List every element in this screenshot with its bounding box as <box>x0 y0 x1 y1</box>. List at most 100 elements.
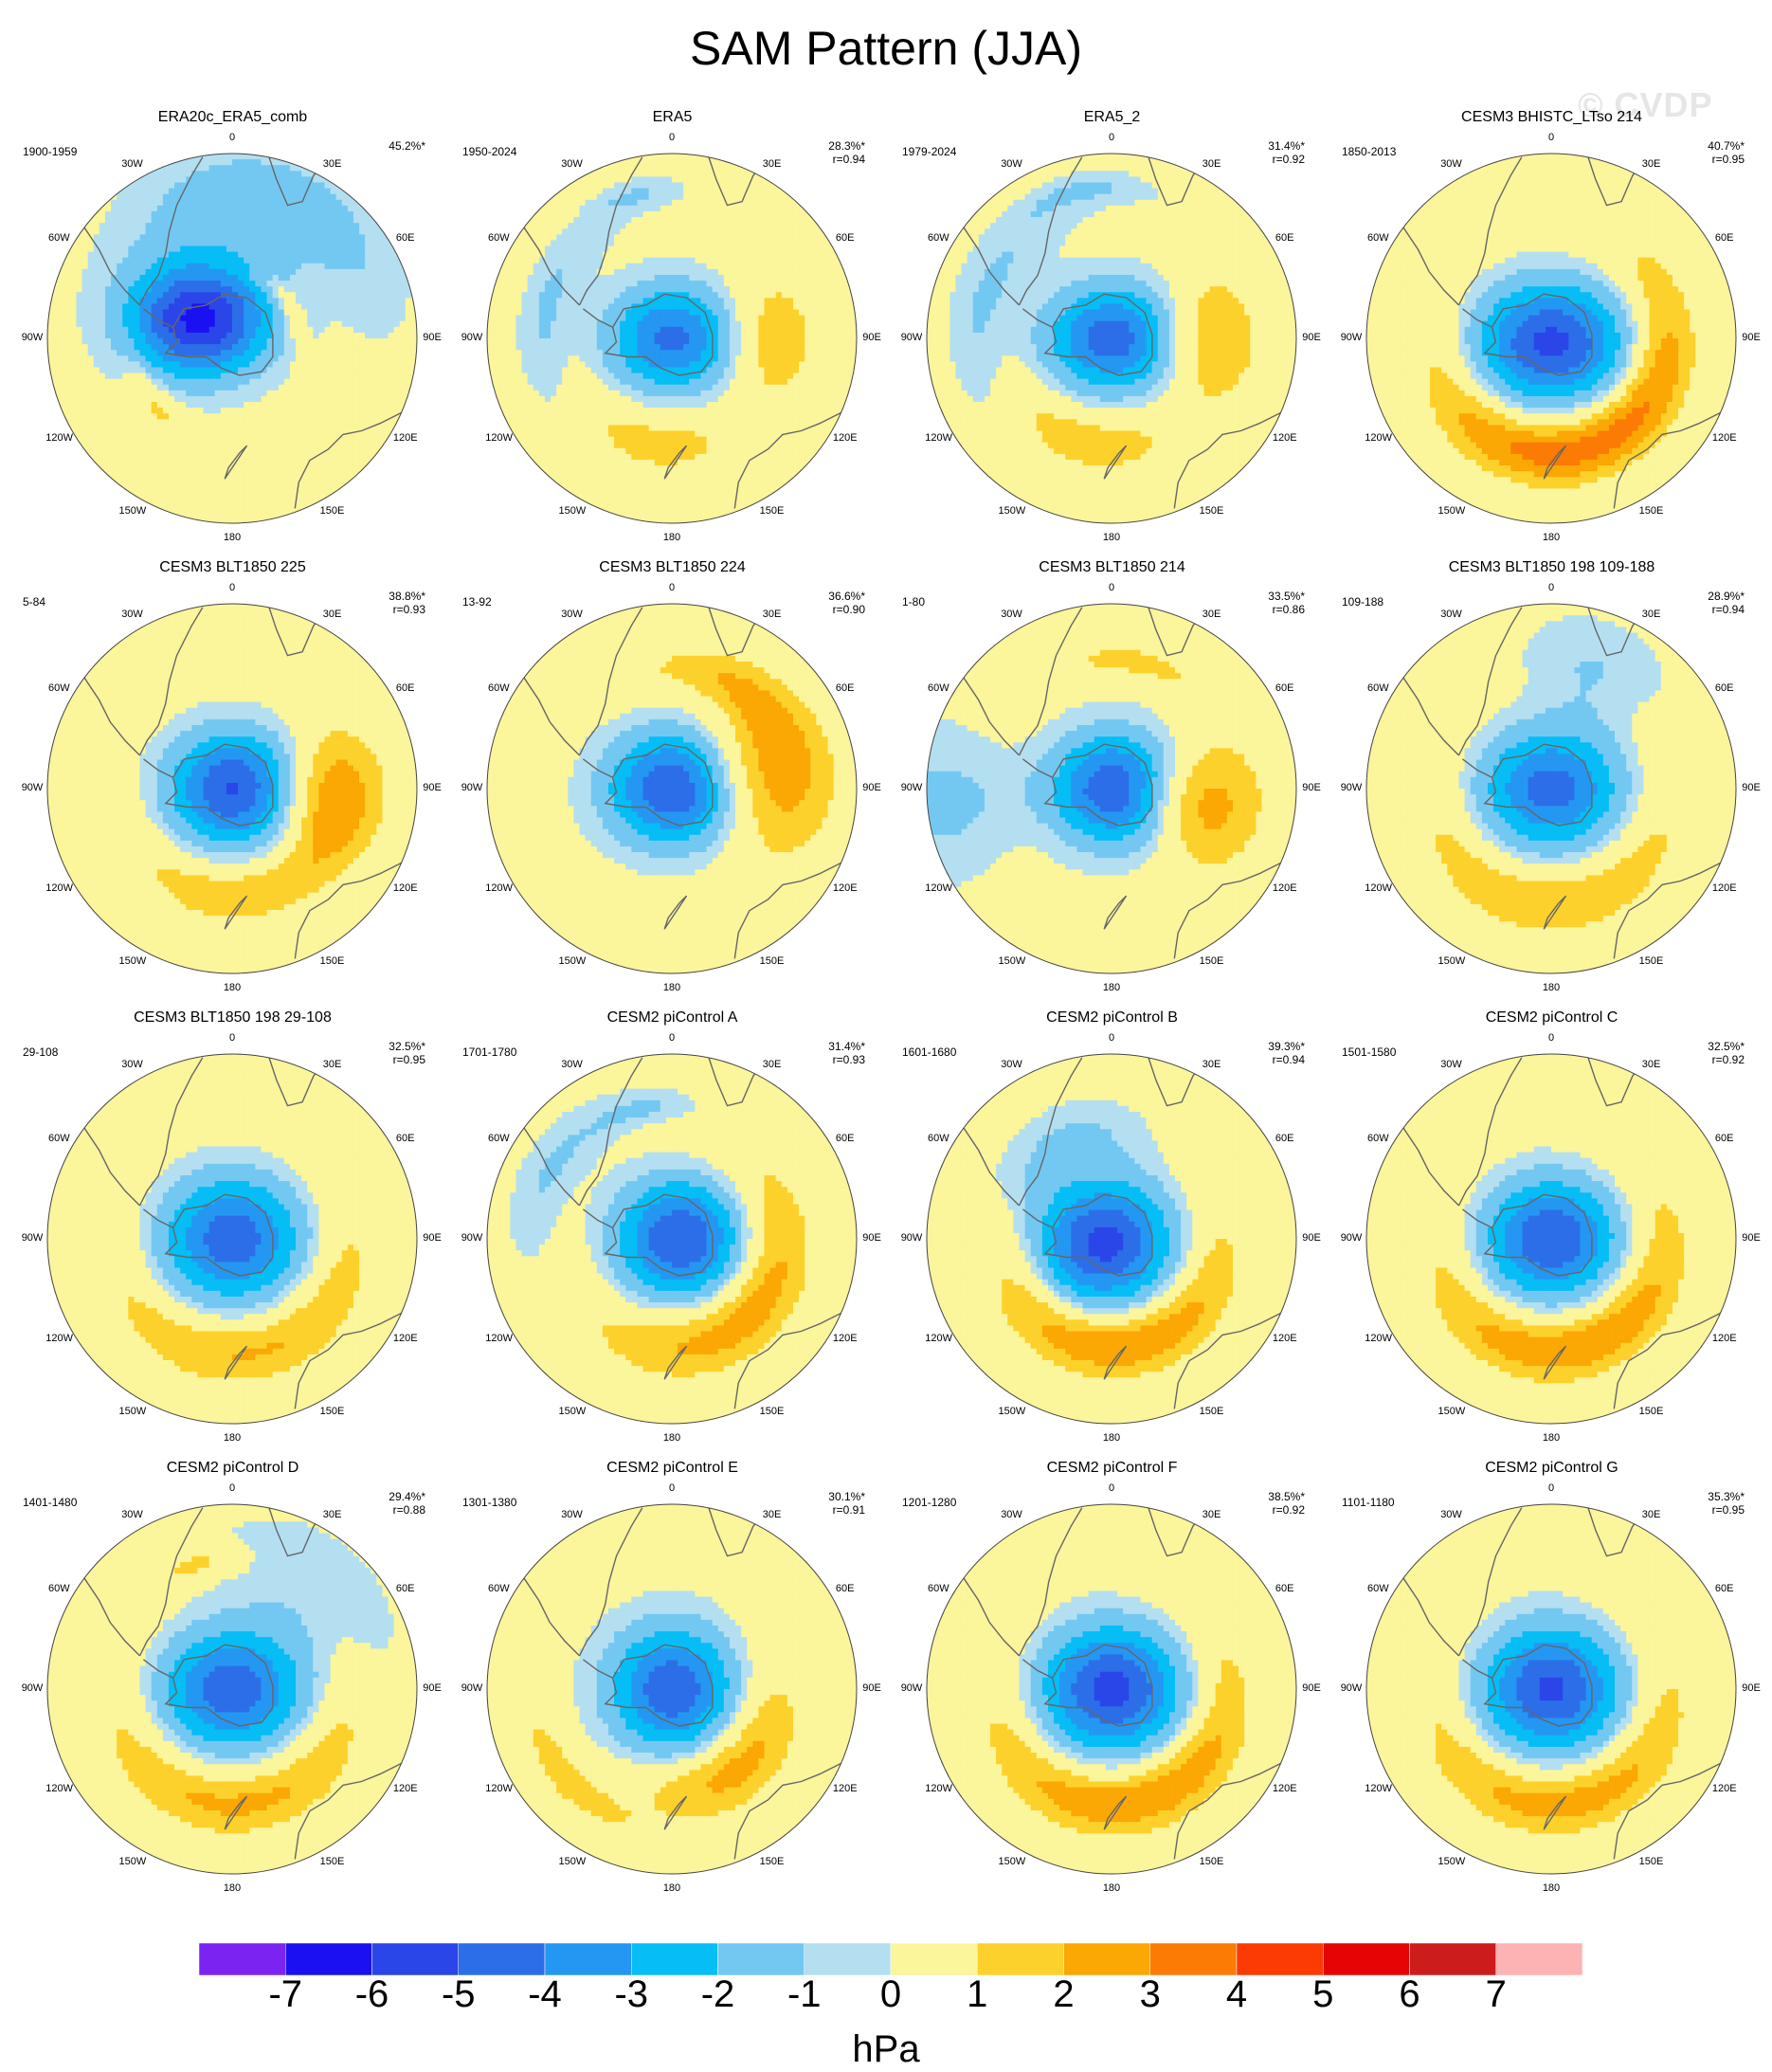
contour-field <box>47 1504 417 1874</box>
longitude-label: 120E <box>392 1333 419 1344</box>
map-panel: CESM3 BLT1850 214 1-80 33.5%* r=0.86 0 30E 60E… <box>891 559 1333 1009</box>
longitude-label: 90E <box>859 1682 885 1694</box>
polar-map <box>46 153 418 524</box>
longitude-label: 30E <box>1199 1059 1225 1070</box>
longitude-label: 60W <box>1365 1133 1391 1144</box>
colorbar-swatch <box>199 1943 286 1975</box>
colorbar-tick-label: -5 <box>421 1973 497 2016</box>
longitude-label: 120W <box>1365 882 1392 894</box>
colorbar-tick-label: -7 <box>247 1973 323 2016</box>
coastline-samerica2 <box>1018 607 1083 756</box>
panel-stats: 28.3%* r=0.94 <box>828 139 865 166</box>
map-panel: ERA5_2 1979-2024 31.4%* r=0.92 0 30E 60E 90E 120… <box>891 109 1333 559</box>
coastline-antarctica <box>1483 743 1593 827</box>
coastline-newzealand <box>1103 445 1128 480</box>
panel-period: 109-188 <box>1342 595 1383 609</box>
polar-map <box>486 153 858 524</box>
coastline-australia <box>294 1312 403 1409</box>
colorbar-tick-label: 2 <box>1026 1973 1102 2016</box>
longitude-label: 60W <box>485 1583 512 1594</box>
coastline-samerica2 <box>1457 607 1523 756</box>
polar-map <box>486 1053 858 1425</box>
longitude-label: 150W <box>119 955 147 967</box>
contour-field <box>1366 1504 1736 1874</box>
longitude-label: 150W <box>559 1856 587 1867</box>
longitude-label: 120E <box>832 1333 859 1344</box>
longitude-label: 30W <box>999 158 1025 170</box>
contour-field <box>487 1504 857 1874</box>
panel-stats: 35.3%* r=0.95 <box>1708 1490 1745 1517</box>
panel-title: CESM2 piControl G <box>1330 1460 1772 1477</box>
longitude-label: 90E <box>1738 1682 1764 1694</box>
map-panel: CESM2 piControl B 1601-1680 39.3%* r=0.94 0 3… <box>891 1009 1333 1460</box>
longitude-label: 150E <box>1638 1406 1665 1417</box>
panel-title: CESM3 BLT1850 214 <box>891 559 1333 576</box>
variance-explained: 29.4%* <box>389 1490 425 1503</box>
coastline-peninsula <box>582 308 613 328</box>
longitude-label: 90W <box>459 782 485 793</box>
longitude-label: 180 <box>1098 1432 1125 1444</box>
map-boundary <box>46 153 418 524</box>
panel-stats: 31.4%* r=0.92 <box>1268 139 1305 166</box>
variance-explained: 38.5%* <box>1268 1490 1305 1503</box>
colorbar-swatch <box>1409 1943 1496 1975</box>
pattern-correlation: r=0.93 <box>389 603 425 616</box>
longitude-label: 150E <box>319 505 346 517</box>
variance-explained: 28.9%* <box>1708 590 1745 603</box>
longitude-label: 60W <box>485 1133 512 1144</box>
longitude-label: 120W <box>925 882 952 894</box>
coastline-peninsula <box>1461 308 1492 328</box>
longitude-label: 180 <box>1538 532 1564 543</box>
panel-stats: 39.3%* r=0.94 <box>1268 1040 1305 1066</box>
longitude-label: 150E <box>759 1856 786 1867</box>
coastline-antarctica <box>164 293 274 376</box>
longitude-label: 90W <box>1338 782 1365 793</box>
variance-explained: 30.1%* <box>828 1490 865 1503</box>
polar-map <box>486 1503 858 1875</box>
map-boundary <box>486 1053 858 1425</box>
colorbar-swatch <box>804 1943 892 1975</box>
longitude-label: 30W <box>119 1509 146 1520</box>
coastline-australia <box>733 862 842 959</box>
longitude-label: 90W <box>459 1682 485 1694</box>
longitude-label: 60E <box>832 1133 859 1144</box>
longitude-label: 120E <box>392 1783 419 1794</box>
coastline-samerica2 <box>138 1507 204 1657</box>
panel-title: ERA5_2 <box>891 109 1333 126</box>
panel-period: 1401-1480 <box>23 1496 77 1509</box>
contour-field <box>487 1054 857 1424</box>
longitude-label: 120W <box>485 432 513 444</box>
longitude-label: 150W <box>999 1856 1026 1867</box>
longitude-label: 180 <box>1098 1882 1125 1894</box>
longitude-label: 120W <box>925 1333 952 1344</box>
longitude-label: 120E <box>1711 432 1738 444</box>
longitude-label: 30W <box>1438 609 1465 620</box>
pattern-correlation: r=0.95 <box>1708 1503 1745 1517</box>
panel-period: 1850-2013 <box>1342 145 1396 158</box>
longitude-label: 180 <box>1538 1882 1564 1894</box>
variance-explained: 40.7%* <box>1708 139 1745 153</box>
longitude-label: 180 <box>1538 982 1564 993</box>
coastlines <box>72 1507 403 1860</box>
panel-title: CESM2 piControl D <box>11 1460 454 1477</box>
longitude-label: 120E <box>832 1783 859 1794</box>
longitude-label: 0 <box>659 582 685 593</box>
coastline-peninsula <box>1461 758 1492 778</box>
longitude-label: 150W <box>999 505 1026 517</box>
panel-stats: 40.7%* r=0.95 <box>1708 139 1745 166</box>
map-boundary <box>46 1503 418 1875</box>
map-panel: ERA20c_ERA5_comb 1900-1959 45.2%* 0 30E 60E 90… <box>11 109 454 559</box>
variance-explained: 28.3%* <box>828 139 865 153</box>
coastline-australia <box>1613 1312 1722 1409</box>
variance-explained: 31.4%* <box>828 1040 865 1053</box>
longitude-label: 30W <box>119 158 146 170</box>
longitude-label: 0 <box>1538 132 1564 143</box>
longitude-label: 150E <box>1638 1856 1665 1867</box>
panel-title: CESM2 piControl F <box>891 1460 1333 1477</box>
panel-stats: 29.4%* r=0.88 <box>389 1490 425 1517</box>
coastline-antarctica <box>604 1193 714 1277</box>
longitude-label: 30W <box>559 1509 586 1520</box>
coastline-samerica2 <box>1457 1507 1523 1657</box>
panel-period: 1950-2024 <box>462 145 516 158</box>
pattern-correlation: r=0.88 <box>389 1503 425 1517</box>
